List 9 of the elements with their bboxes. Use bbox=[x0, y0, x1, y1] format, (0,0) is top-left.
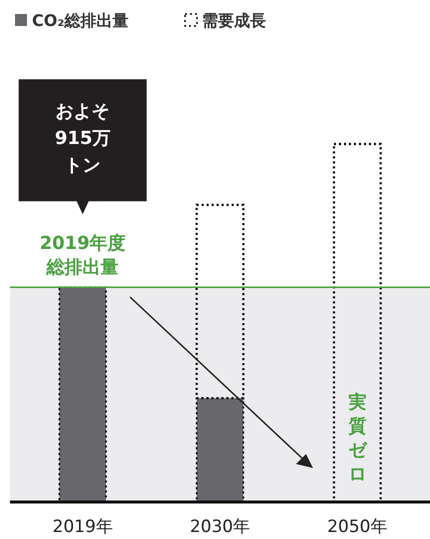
callout-box: およそ915万トン bbox=[18, 79, 147, 214]
x-tick-label: 2030年 bbox=[190, 517, 250, 537]
legend-label: CO₂総排出量 bbox=[32, 11, 128, 30]
x-tick-label: 2050年 bbox=[327, 517, 388, 537]
legend-label: 需要成長 bbox=[202, 11, 266, 30]
x-tick-label: 2019年 bbox=[52, 517, 113, 537]
annotation: およそ915万トン bbox=[54, 101, 110, 176]
ref-line-label: 2019年度総排出量 bbox=[40, 233, 126, 278]
annotation: 実質ゼロ bbox=[347, 392, 368, 485]
